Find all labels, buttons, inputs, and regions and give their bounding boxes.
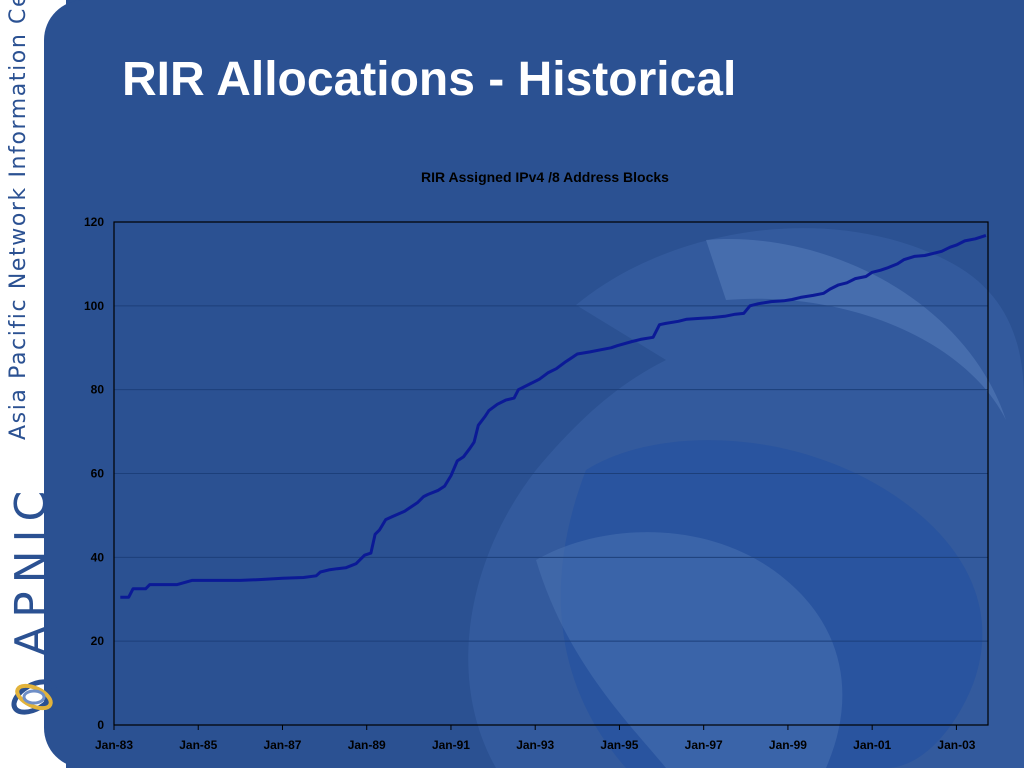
y-tick-label: 40	[91, 550, 105, 564]
line-chart: RIR Assigned IPv4 /8 Address Blocks 0 20 4…	[84, 169, 989, 752]
chart-title: RIR Assigned IPv4 /8 Address Blocks	[421, 169, 669, 185]
y-tick-label: 20	[91, 634, 105, 648]
x-tick-label: Jan-99	[769, 738, 807, 752]
gridlines	[114, 305, 988, 642]
series-line	[120, 233, 987, 599]
y-tick-label: 100	[84, 299, 104, 313]
x-tick-label: Jan-03	[937, 738, 975, 752]
x-tick-label: Jan-01	[853, 738, 891, 752]
y-tick-label: 120	[84, 215, 104, 229]
y-axis-ticks: 0 20 40 60 80 100 120	[84, 215, 104, 732]
apnic-logo-icon	[11, 679, 57, 715]
y-tick-label: 0	[97, 718, 104, 732]
brand-name: APNIC	[6, 482, 57, 656]
plot-area	[113, 221, 989, 726]
side-band	[0, 0, 84, 768]
x-tick-label: Jan-97	[685, 738, 723, 752]
y-tick-label: 60	[91, 467, 105, 481]
x-tick-label: Jan-85	[179, 738, 217, 752]
x-tick-label: Jan-93	[516, 738, 554, 752]
organization-name: Asia Pacific Network Information Centre	[6, 0, 31, 440]
x-tick-label: Jan-89	[348, 738, 386, 752]
x-tick-label: Jan-83	[95, 738, 133, 752]
y-tick-label: 80	[91, 383, 105, 397]
side-band-curve	[44, 0, 84, 768]
background-ribbons	[468, 228, 1024, 768]
x-tick-label: Jan-95	[600, 738, 638, 752]
page-title: RIR Allocations - Historical	[122, 53, 737, 106]
x-tick-label: Jan-87	[263, 738, 301, 752]
x-axis-ticks: Jan-83 Jan-85 Jan-87 Jan-89 Jan-91 Jan-93 Jan-…	[95, 725, 976, 752]
x-tick-label: Jan-91	[432, 738, 470, 752]
